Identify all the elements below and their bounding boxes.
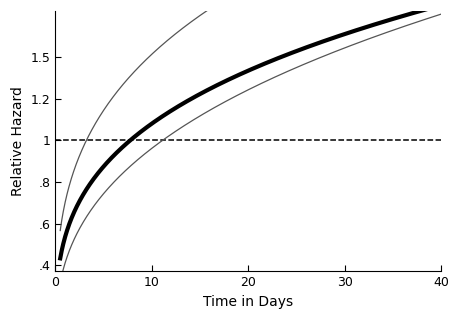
X-axis label: Time in Days: Time in Days bbox=[203, 295, 292, 309]
Y-axis label: Relative Hazard: Relative Hazard bbox=[11, 86, 25, 196]
